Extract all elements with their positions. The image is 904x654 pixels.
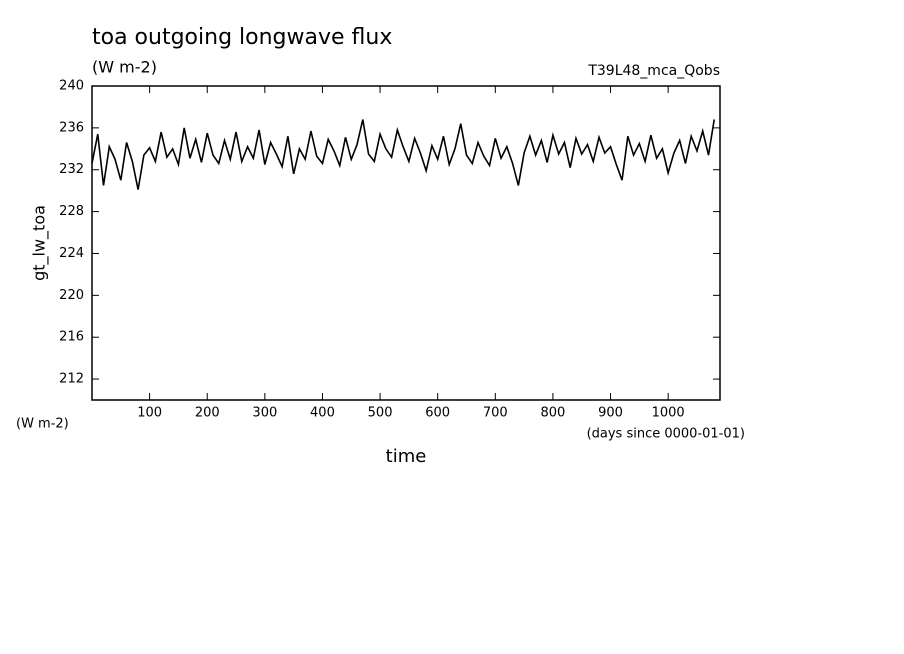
x-tick-label: 700 bbox=[483, 406, 508, 421]
y-tick-label: 236 bbox=[59, 120, 84, 135]
y-tick-label: 224 bbox=[59, 246, 84, 261]
x-tick-label: 100 bbox=[137, 406, 162, 421]
y-tick-label: 232 bbox=[59, 162, 84, 177]
x-tick-label: 500 bbox=[368, 406, 393, 421]
y-tick-label: 212 bbox=[59, 372, 84, 387]
subtitle: (W m-2) bbox=[92, 58, 157, 77]
y-tick-label: 216 bbox=[59, 330, 84, 345]
chart-title: toa outgoing longwave flux bbox=[92, 25, 392, 50]
y-tick-label: 240 bbox=[59, 79, 84, 94]
x-tick-label: 200 bbox=[195, 406, 220, 421]
y-tick-label: 228 bbox=[59, 204, 84, 219]
x-units: (days since 0000-01-01) bbox=[587, 427, 745, 442]
x-tick-label: 300 bbox=[252, 406, 277, 421]
x-tick-label: 900 bbox=[598, 406, 623, 421]
y-units: (W m-2) bbox=[16, 417, 69, 432]
data-line bbox=[91, 119, 716, 190]
y-tick-label: 220 bbox=[59, 288, 84, 303]
y-axis-label: gt_lw_toa bbox=[30, 205, 50, 281]
x-tick-label: 1000 bbox=[652, 406, 685, 421]
annotation: T39L48_mca_Qobs bbox=[587, 63, 720, 79]
plot-frame bbox=[91, 85, 721, 401]
x-axis-label: time bbox=[386, 446, 427, 467]
x-tick-label: 400 bbox=[310, 406, 335, 421]
x-tick-label: 800 bbox=[541, 406, 566, 421]
x-tick-label: 600 bbox=[425, 406, 450, 421]
